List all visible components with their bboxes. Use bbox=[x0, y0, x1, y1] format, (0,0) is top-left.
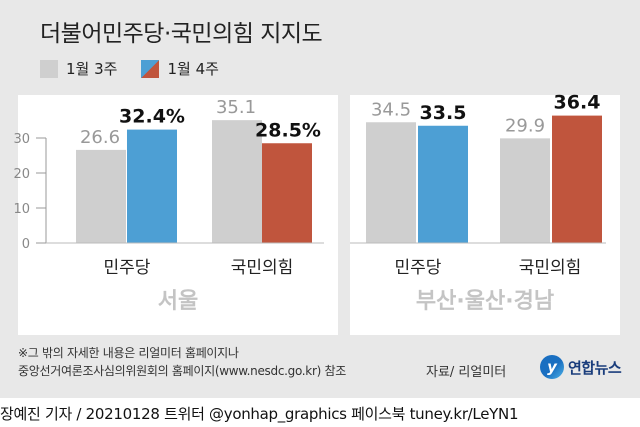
chart-title: 더불어민주당·국민의힘 지지도 bbox=[40, 21, 323, 47]
bar-2-ppp-week4 bbox=[552, 115, 602, 243]
data-label-1-2: 35.1 bbox=[216, 97, 256, 118]
byline: 장예진 기자 / 20210128 트위터 @yonhap_graphics 페… bbox=[0, 405, 519, 423]
legend-label-week4: 1월 4주 bbox=[167, 60, 219, 78]
data-label-2-0: 34.5 bbox=[371, 99, 411, 120]
y-tick-label-30: 30 bbox=[13, 132, 30, 147]
bar-1-dem-week3 bbox=[76, 149, 126, 243]
bar-2-dem-week4 bbox=[418, 125, 468, 243]
source-label: 자료/ 리얼미터 bbox=[426, 365, 507, 380]
category-label-1-0: 민주당 bbox=[104, 258, 151, 278]
y-tick-label-10: 10 bbox=[13, 202, 30, 217]
category-label-2-0: 민주당 bbox=[395, 258, 442, 278]
data-label-2-3: 36.4 bbox=[554, 92, 601, 114]
region-label-1: 서울 bbox=[158, 289, 198, 314]
bar-1-ppp-week3 bbox=[212, 120, 262, 243]
legend-label-week3: 1월 3주 bbox=[66, 60, 118, 78]
category-label-1-1: 국민의힘 bbox=[231, 258, 294, 278]
region-label-2: 부산·울산·경남 bbox=[416, 289, 554, 314]
data-label-2-1: 33.5 bbox=[420, 102, 467, 124]
legend: 1월 3주 1월 4주 bbox=[40, 58, 243, 79]
data-label-1-1: 32.4% bbox=[119, 106, 185, 128]
y-tick-label-20: 20 bbox=[13, 167, 30, 182]
data-label-2-2: 29.9 bbox=[505, 115, 545, 136]
bar-2-dem-week3 bbox=[366, 122, 416, 243]
footnote-line-2: 중앙선거여론조사심의위원회의 홈페이지(www.nesdc.go.kr) 참조 bbox=[18, 364, 346, 378]
yonhap-logo-text: 연합뉴스 bbox=[568, 358, 622, 377]
yonhap-logo-icon: y bbox=[540, 355, 564, 379]
bar-1-dem-week4 bbox=[127, 129, 177, 243]
legend-swatch-week4 bbox=[141, 59, 160, 78]
data-label-1-0: 26.6 bbox=[80, 127, 120, 148]
bar-2-ppp-week3 bbox=[500, 138, 550, 243]
legend-swatch-week3 bbox=[40, 59, 58, 78]
footnote-line-1: ※그 밖의 자세한 내용은 리얼미터 홈페이지나 bbox=[18, 346, 239, 360]
bar-1-ppp-week4 bbox=[262, 143, 312, 243]
data-label-1-3: 28.5% bbox=[255, 119, 321, 141]
yonhap-logo: y 연합뉴스 bbox=[540, 355, 622, 379]
category-label-2-1: 국민의힘 bbox=[519, 258, 582, 278]
y-tick-label-0: 0 bbox=[22, 237, 30, 252]
